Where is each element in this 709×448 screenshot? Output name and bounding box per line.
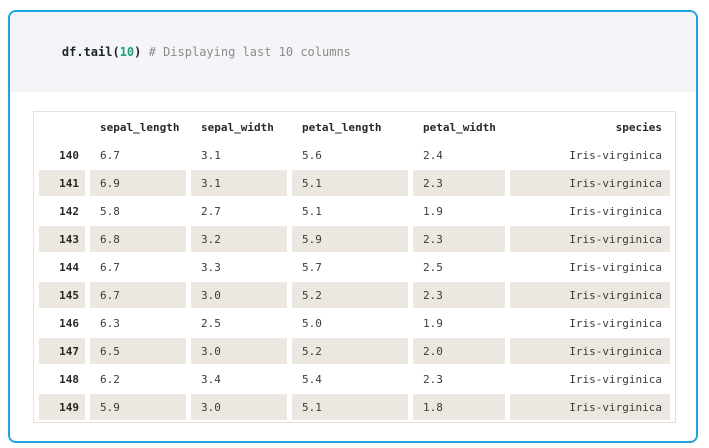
row-index-cell: 146: [59, 316, 79, 330]
index-header-cell: [39, 114, 85, 140]
species-cell: Iris-virginica: [510, 394, 670, 420]
species-cell: Iris-virginica: [569, 316, 662, 330]
data-cell: 6.5: [90, 338, 186, 364]
data-cell: 5.8: [100, 204, 120, 218]
table-row: 146 6.3 2.5 5.0 1.9 Iris-virginica: [39, 310, 670, 336]
table-row: 144 6.7 3.3 5.7 2.5 Iris-virginica: [39, 254, 670, 280]
table-row: 142 5.8 2.7 5.1 1.9 Iris-virginica: [39, 198, 670, 224]
data-cell: 5.7: [302, 260, 322, 274]
row-index-cell: 142: [59, 204, 79, 218]
data-cell: 6.7: [100, 260, 120, 274]
data-cell: 3.1: [191, 170, 287, 196]
code-number-literal: 10: [119, 45, 135, 59]
data-cell: 1.8: [413, 394, 505, 420]
code-comment: # Displaying last 10 columns: [141, 45, 351, 59]
dataframe-table: sepal_length sepal_width petal_length petal…: [34, 112, 675, 422]
data-cell: 2.3: [413, 282, 505, 308]
data-cell: 2.5: [201, 316, 221, 330]
data-cell: 5.2: [292, 282, 408, 308]
row-index-cell: 144: [59, 260, 79, 274]
species-cell: Iris-virginica: [569, 204, 662, 218]
data-cell: 5.9: [292, 226, 408, 252]
code-cell[interactable]: df.tail(10) # Displaying last 10 columns: [10, 12, 696, 92]
row-index-cell: 149: [39, 394, 85, 420]
row-index-cell: 145: [39, 282, 85, 308]
column-header: petal_width: [423, 120, 496, 134]
data-cell: 2.4: [423, 148, 443, 162]
data-cell: 1.9: [423, 204, 443, 218]
data-cell: 3.2: [191, 226, 287, 252]
data-cell: 2.3: [413, 226, 505, 252]
header-row: sepal_length sepal_width petal_length petal…: [39, 114, 670, 140]
data-cell: 6.8: [90, 226, 186, 252]
row-index-cell: 147: [39, 338, 85, 364]
row-index-cell: 141: [39, 170, 85, 196]
data-cell: 2.7: [201, 204, 221, 218]
data-cell: 6.9: [90, 170, 186, 196]
species-cell: Iris-virginica: [510, 338, 670, 364]
code-expression-close: ): [134, 45, 142, 59]
table-row: 145 6.7 3.0 5.2 2.3 Iris-virginica: [39, 282, 670, 308]
data-cell: 3.0: [191, 394, 287, 420]
data-cell: 2.3: [413, 170, 505, 196]
table-row: 147 6.5 3.0 5.2 2.0 Iris-virginica: [39, 338, 670, 364]
data-cell: 3.4: [201, 372, 221, 386]
column-header: species: [615, 120, 662, 134]
species-cell: Iris-virginica: [510, 226, 670, 252]
data-cell: 2.0: [413, 338, 505, 364]
data-cell: 5.1: [292, 394, 408, 420]
data-cell: 6.2: [100, 372, 120, 386]
data-cell: 6.7: [100, 148, 120, 162]
table-row: 148 6.2 3.4 5.4 2.3 Iris-virginica: [39, 366, 670, 392]
data-cell: 5.9: [90, 394, 186, 420]
data-cell: 5.0: [302, 316, 322, 330]
code-expression: df.tail(: [61, 45, 120, 59]
data-cell: 3.0: [191, 282, 287, 308]
data-cell: 5.2: [292, 338, 408, 364]
species-cell: Iris-virginica: [569, 260, 662, 274]
column-header: sepal_length: [100, 120, 180, 134]
data-cell: 1.9: [423, 316, 443, 330]
data-cell: 6.3: [100, 316, 120, 330]
data-cell: 6.7: [90, 282, 186, 308]
data-cell: 5.1: [302, 204, 322, 218]
dataframe-container: sepal_length sepal_width petal_length petal…: [33, 111, 676, 423]
data-cell: 3.3: [201, 260, 221, 274]
data-cell: 2.3: [423, 372, 443, 386]
column-header: petal_length: [302, 120, 382, 134]
column-header: sepal_width: [201, 120, 274, 134]
table-row: 140 6.7 3.1 5.6 2.4 Iris-virginica: [39, 142, 670, 168]
data-cell: 3.0: [191, 338, 287, 364]
table-row: 141 6.9 3.1 5.1 2.3 Iris-virginica: [39, 170, 670, 196]
data-cell: 5.4: [302, 372, 322, 386]
row-index-cell: 143: [39, 226, 85, 252]
species-cell: Iris-virginica: [510, 282, 670, 308]
dataframe-body: 140 6.7 3.1 5.6 2.4 Iris-virginica 141 6.9 3.1 5.…: [39, 142, 670, 420]
cell-output-area: sepal_length sepal_width petal_length petal…: [10, 92, 696, 441]
table-row: 149 5.9 3.0 5.1 1.8 Iris-virginica: [39, 394, 670, 420]
row-index-cell: 148: [59, 372, 79, 386]
notebook-cell-card: df.tail(10) # Displaying last 10 columns…: [8, 10, 698, 443]
species-cell: Iris-virginica: [510, 170, 670, 196]
table-row: 143 6.8 3.2 5.9 2.3 Iris-virginica: [39, 226, 670, 252]
data-cell: 5.1: [292, 170, 408, 196]
row-index-cell: 140: [59, 148, 79, 162]
data-cell: 5.6: [302, 148, 322, 162]
data-cell: 2.5: [423, 260, 443, 274]
species-cell: Iris-virginica: [569, 148, 662, 162]
species-cell: Iris-virginica: [569, 372, 662, 386]
data-cell: 3.1: [201, 148, 221, 162]
